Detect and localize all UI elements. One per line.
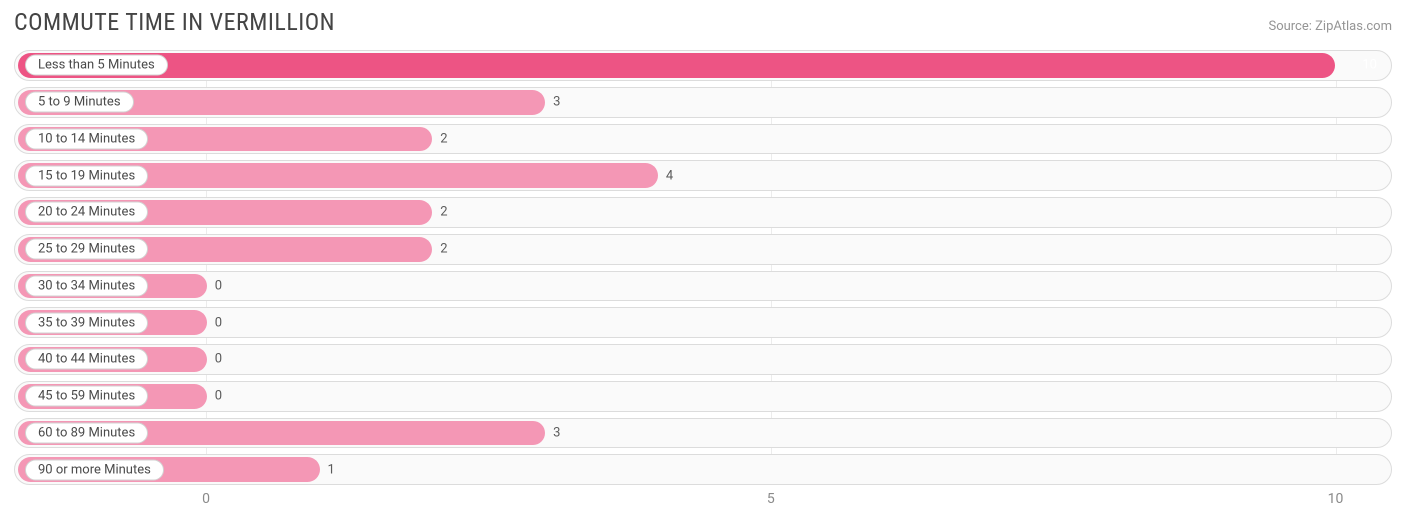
chart-title: COMMUTE TIME IN VERMILLION <box>14 8 335 36</box>
category-label: 10 to 14 Minutes <box>25 128 148 149</box>
chart-row: 10 to 14 Minutes 2 <box>14 124 1392 155</box>
value-label: 3 <box>553 425 560 440</box>
value-label: 0 <box>215 278 222 293</box>
chart-x-axis: 0 5 10 <box>14 491 1392 513</box>
value-label: 0 <box>215 389 222 404</box>
category-label: 15 to 19 Minutes <box>25 165 148 186</box>
value-label: 2 <box>440 131 447 146</box>
x-tick-label: 0 <box>202 491 210 507</box>
chart-header: COMMUTE TIME IN VERMILLION Source: ZipAt… <box>14 8 1392 36</box>
value-label: 2 <box>440 205 447 220</box>
chart-row: 15 to 19 Minutes 4 <box>14 160 1392 191</box>
chart-row: 30 to 34 Minutes 0 <box>14 271 1392 302</box>
x-tick-label: 5 <box>767 491 775 507</box>
value-label: 3 <box>553 95 560 110</box>
x-tick-label: 10 <box>1328 491 1344 507</box>
category-label: 45 to 59 Minutes <box>25 386 148 407</box>
category-label: 90 or more Minutes <box>25 459 164 480</box>
value-label: 0 <box>215 315 222 330</box>
chart-row: 45 to 59 Minutes 0 <box>14 381 1392 412</box>
chart-row: 90 or more Minutes 1 <box>14 454 1392 485</box>
chart-row: 25 to 29 Minutes 2 <box>14 234 1392 265</box>
category-label: 20 to 24 Minutes <box>25 202 148 223</box>
category-label: Less than 5 Minutes <box>25 55 168 76</box>
chart-row: 5 to 9 Minutes 3 <box>14 87 1392 118</box>
chart-row: 60 to 89 Minutes 3 <box>14 418 1392 449</box>
category-label: 5 to 9 Minutes <box>25 92 134 113</box>
chart-row: 40 to 44 Minutes 0 <box>14 344 1392 375</box>
category-label: 35 to 39 Minutes <box>25 312 148 333</box>
bar <box>18 53 1335 78</box>
value-label: 1 <box>328 462 335 477</box>
chart-rows: Less than 5 Minutes105 to 9 Minutes310 t… <box>14 50 1392 485</box>
chart-plot-area: Less than 5 Minutes105 to 9 Minutes310 t… <box>14 50 1392 485</box>
category-label: 25 to 29 Minutes <box>25 239 148 260</box>
chart-row: 20 to 24 Minutes 2 <box>14 197 1392 228</box>
chart-row: Less than 5 Minutes 10 <box>14 50 1392 81</box>
category-label: 60 to 89 Minutes <box>25 422 148 443</box>
chart-source: Source: ZipAtlas.com <box>1268 19 1392 34</box>
category-label: 40 to 44 Minutes <box>25 349 148 370</box>
value-label: 2 <box>440 242 447 257</box>
chart-row: 35 to 39 Minutes 0 <box>14 307 1392 338</box>
value-label: 0 <box>215 352 222 367</box>
category-label: 30 to 34 Minutes <box>25 275 148 296</box>
value-label: 4 <box>666 168 673 183</box>
value-label: 10 <box>1362 58 1377 73</box>
